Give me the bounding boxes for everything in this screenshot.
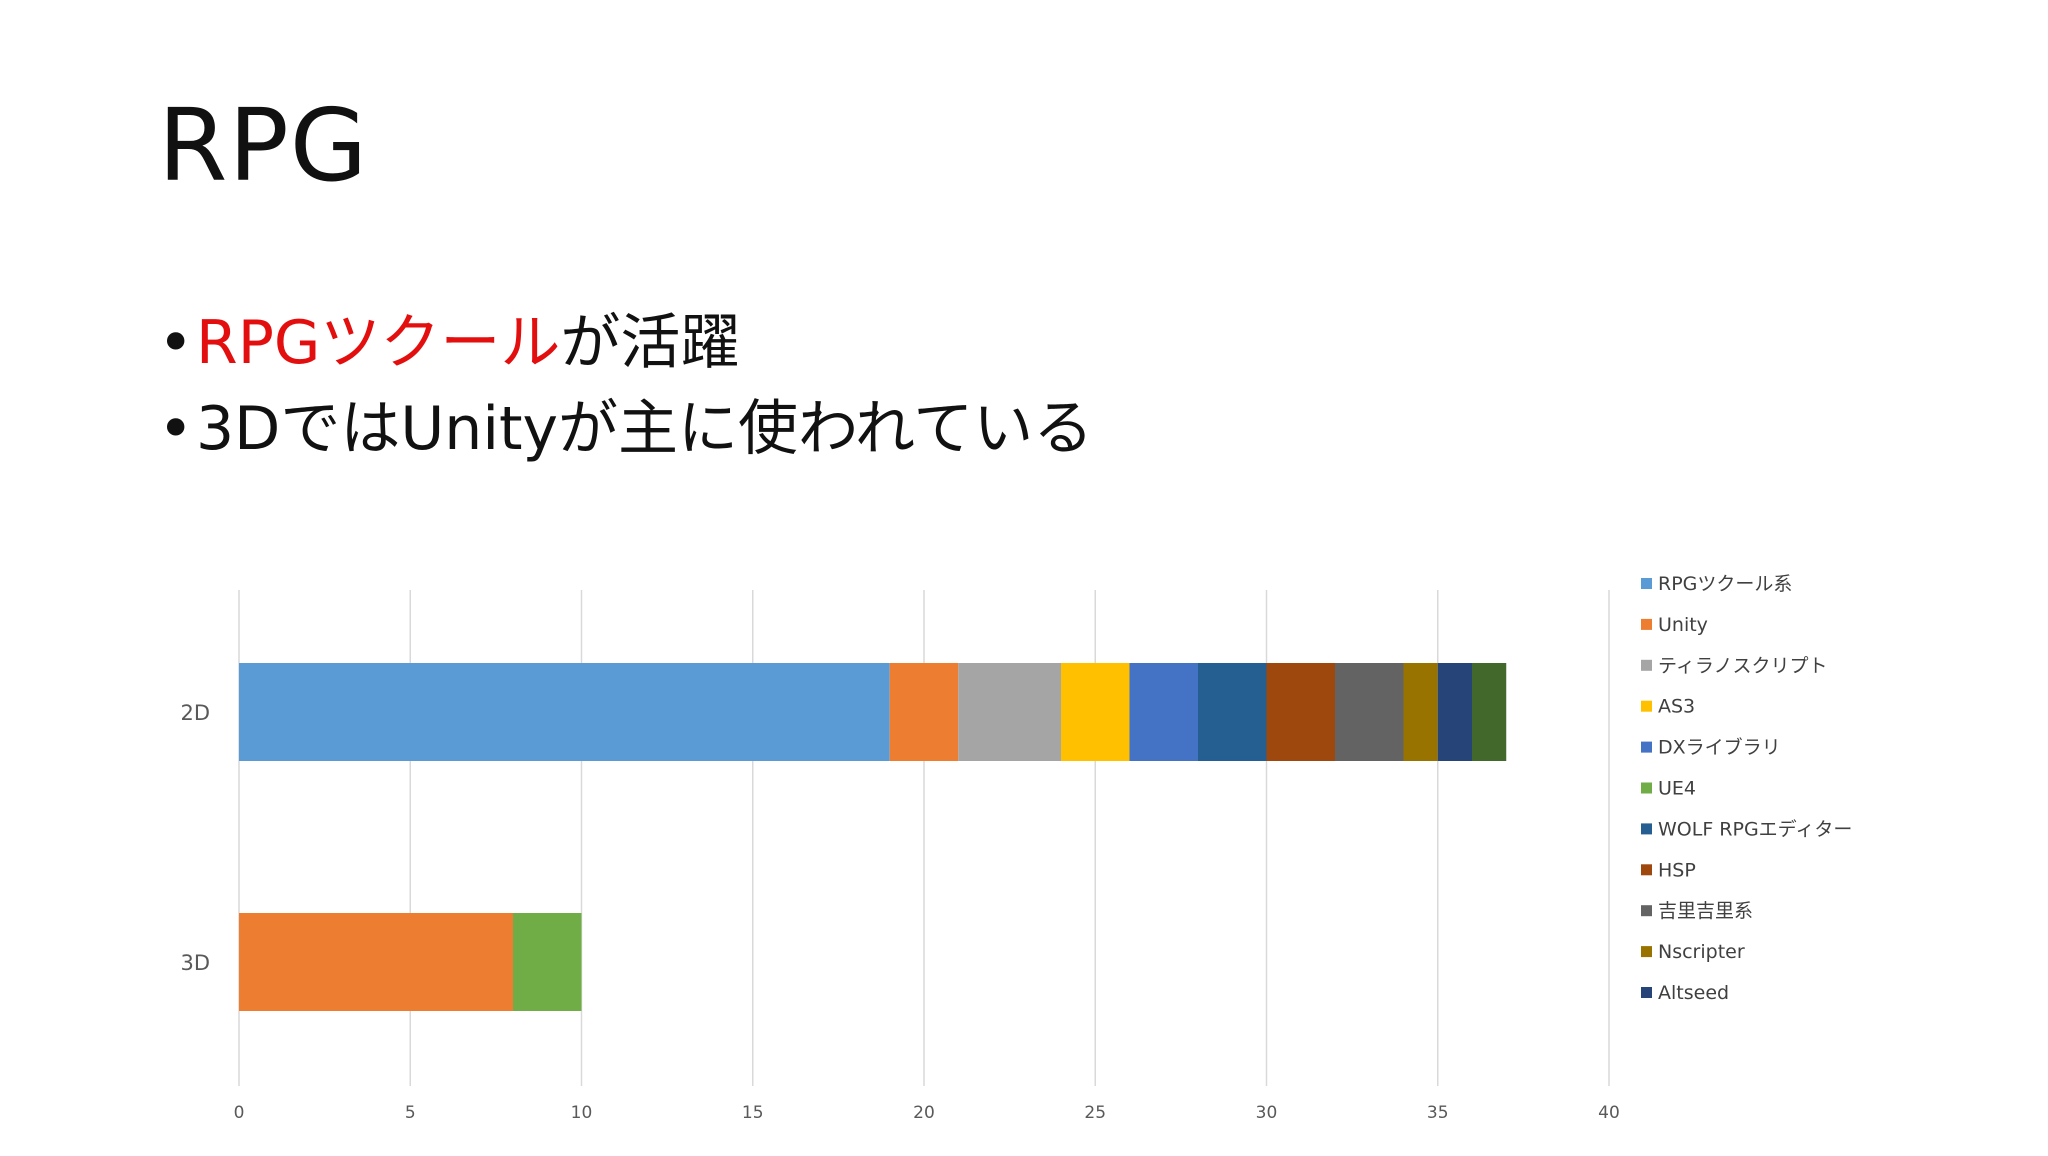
bullet-text: が活躍 [560, 308, 741, 378]
bar-segment [1266, 663, 1335, 761]
legend-swatch [1641, 823, 1652, 835]
x-tick-label: 40 [1598, 1103, 1620, 1123]
legend-swatch [1641, 905, 1652, 917]
bullet-item: RPGツクールが活躍 [158, 300, 1093, 386]
legend-label: UE4 [1658, 778, 1696, 800]
category-label: 3D [180, 951, 210, 975]
x-tick-label: 0 [234, 1103, 245, 1123]
bullet-list: RPGツクールが活躍 3DではUnityが主に使われている [158, 300, 1093, 472]
legend-swatch [1641, 987, 1652, 998]
x-tick-label: 30 [1256, 1103, 1278, 1123]
legend-swatch [1641, 700, 1652, 712]
bar-segment [239, 913, 513, 1011]
legend-swatch [1641, 864, 1652, 876]
x-tick-label: 5 [405, 1103, 416, 1123]
category-labels: 2D 3D [180, 701, 210, 975]
legend-label: Unity [1658, 614, 1708, 636]
x-tick-labels: 0 5 10 15 20 25 30 35 40 [234, 1103, 1620, 1123]
x-tick-label: 20 [913, 1103, 935, 1123]
x-tick-label: 10 [571, 1103, 593, 1123]
legend-label: Altseed [1658, 982, 1729, 1004]
bullet-item: 3DではUnityが主に使われている [158, 386, 1093, 472]
bar-segment [889, 663, 959, 761]
legend: RPGツクール系 Unity ティラノスクリプト AS3 DXライブラリ UE4 WOLF … [1641, 573, 1852, 1004]
bar-segment [1129, 663, 1198, 761]
legend-label: WOLF RPGエディター [1658, 818, 1852, 840]
legend-swatch [1641, 741, 1652, 753]
legend-swatch [1641, 618, 1652, 630]
x-tick-label: 25 [1084, 1103, 1106, 1123]
bullet-text: 3DではUnityが主に使われている [196, 394, 1094, 464]
bar-segment [1061, 663, 1130, 761]
bar-segment [1472, 663, 1507, 761]
category-label: 2D [180, 701, 210, 725]
slide-title: RPG [158, 87, 369, 204]
legend-swatch [1641, 946, 1652, 958]
bar-segment [513, 913, 582, 1011]
bar-segment [1335, 663, 1404, 761]
bullet-highlight: RPGツクール [196, 308, 561, 378]
x-tick-label: 15 [742, 1103, 764, 1123]
bar-segment [958, 663, 1061, 761]
bars [239, 663, 1507, 1011]
bar-segment [1403, 663, 1438, 761]
legend-label: RPGツクール系 [1658, 573, 1792, 595]
legend-swatch [1641, 659, 1652, 671]
legend-label: HSP [1658, 859, 1696, 881]
bar-segment [1198, 663, 1267, 761]
bar-segment [239, 663, 890, 761]
x-tick-label: 35 [1427, 1103, 1449, 1123]
stacked-bar-chart: 2D 3D 0 5 10 15 20 25 30 35 40 RPGツクール系 Unity ティラノス… [180, 573, 1852, 1123]
bar-segment [1437, 663, 1472, 761]
legend-swatch [1641, 782, 1652, 794]
legend-label: DXライブラリ [1658, 736, 1781, 759]
chart-panel: 2D 3D 0 5 10 15 20 25 30 35 40 RPGツクール系 Unity ティラノス… [160, 555, 2048, 1152]
legend-label: AS3 [1658, 696, 1695, 718]
legend-label: Nscripter [1658, 941, 1745, 963]
legend-label: ティラノスクリプト [1658, 655, 1827, 677]
legend-label: 吉里吉里系 [1658, 900, 1753, 922]
legend-swatch [1641, 578, 1652, 589]
